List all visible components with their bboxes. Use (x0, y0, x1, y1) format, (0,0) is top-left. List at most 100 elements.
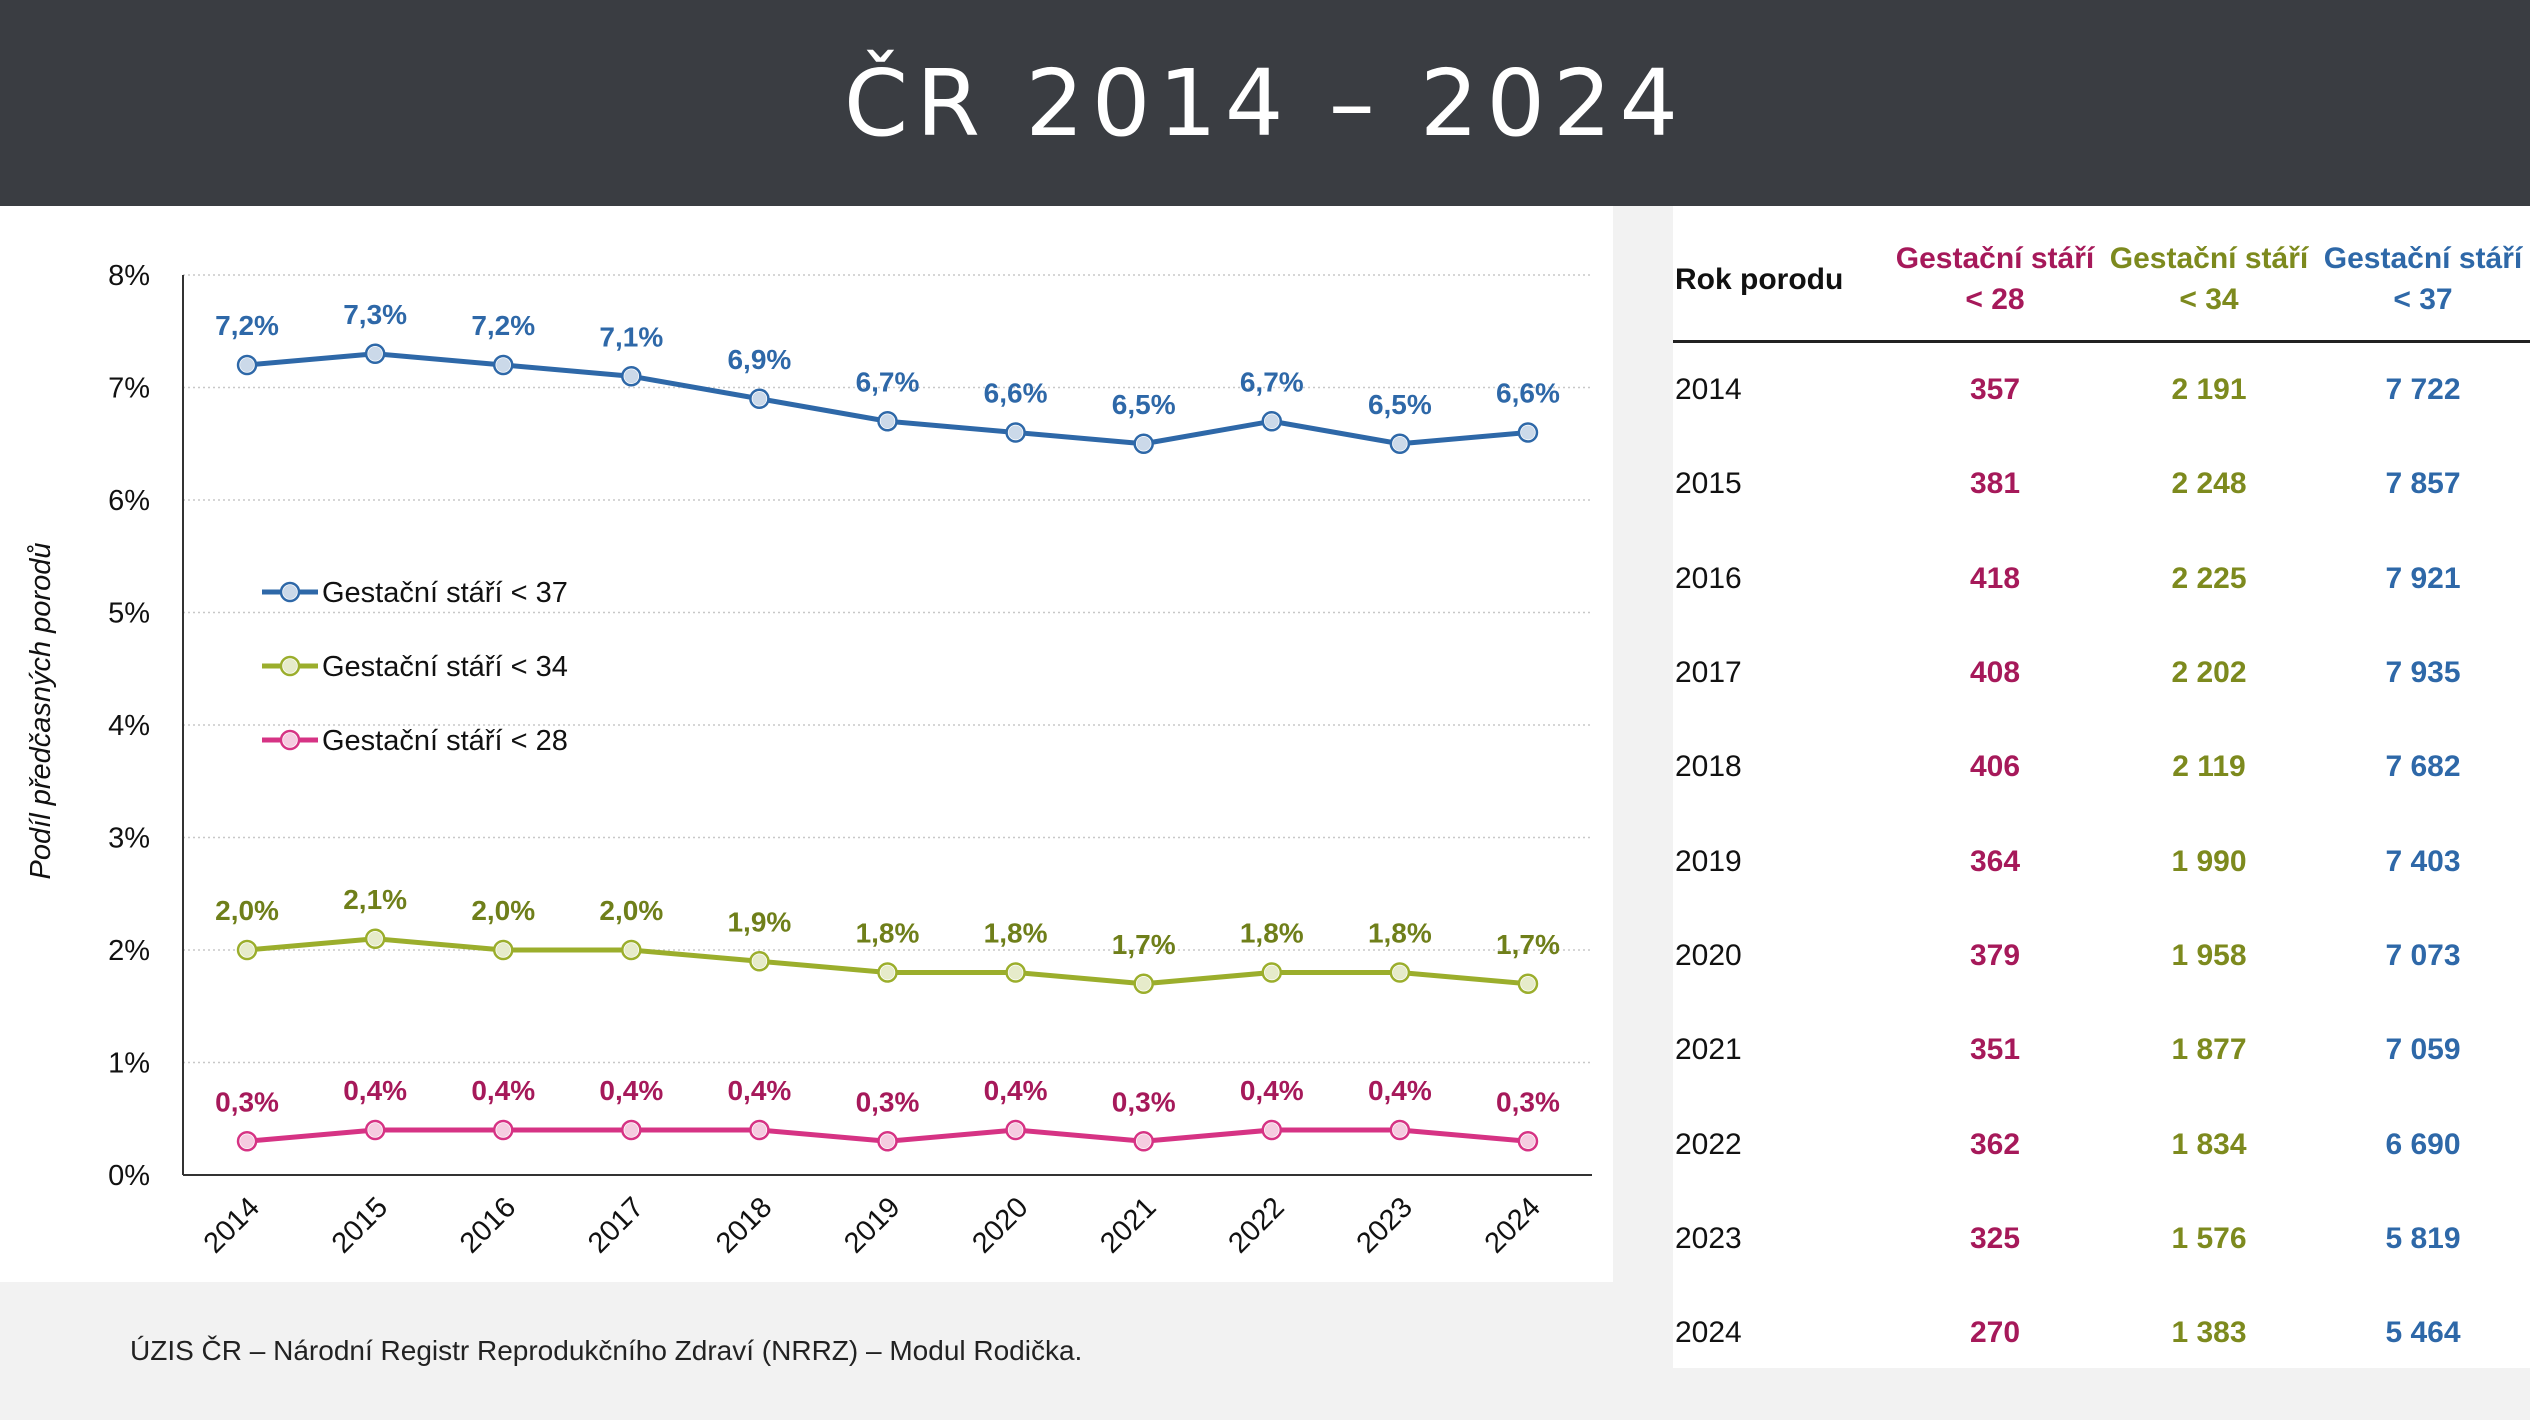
data-point-fill (624, 943, 639, 957)
cell-lt28: 418 (1969, 561, 2021, 595)
data-point-fill (880, 414, 895, 429)
table-row: 2016 418 2 225 7 921 (1673, 532, 2530, 626)
legend-label: Gestační stáří < 34 (322, 651, 568, 683)
page-title: ČR 2014 – 2024 (843, 49, 1687, 157)
data-point (1133, 1131, 1154, 1152)
header-lt28-line2: < 28 (1965, 283, 2025, 316)
data-label: 2,0% (215, 895, 279, 926)
legend-swatch-fill (283, 733, 297, 747)
legend-swatch-marker (279, 729, 301, 751)
cell-lt37: 7 921 (2385, 561, 2461, 595)
legend-swatch-fill (283, 659, 297, 673)
series-lt34: 2,0% 2,1% 2,0% 2,0% 1,9% 1,8% 1,8% 1,7% 1,8% 1,8%… (215, 884, 1560, 994)
header-lt28: Gestační stáří < 28 (1888, 224, 2102, 343)
cell-lt37: 7 059 (2385, 1033, 2461, 1067)
data-point (492, 1119, 514, 1141)
data-point (1005, 962, 1026, 983)
data-point-fill (368, 1123, 383, 1137)
table-row: 2022 362 1 834 6 690 (1673, 1097, 2530, 1191)
data-point (364, 343, 386, 364)
legend-swatch-marker (279, 581, 301, 603)
data-point (1517, 1131, 1539, 1152)
data-point-fill (1392, 965, 1407, 980)
cell-lt28: 379 (1969, 938, 2021, 972)
data-label: 1,7% (1496, 929, 1560, 960)
data-point (236, 1131, 258, 1152)
data-point-fill (880, 1134, 895, 1149)
cell-lt37: 7 935 (2385, 656, 2461, 690)
cell-year: 2022 (1675, 1127, 1742, 1161)
table-row: 2015 381 2 248 7 857 (1673, 437, 2530, 531)
data-label: 6,6% (984, 378, 1048, 409)
table-row: 2018 406 2 119 7 682 (1673, 720, 2530, 814)
data-point (1133, 973, 1154, 994)
births-table: Rok porodu Gestační stáří < 28 Gestační … (1673, 224, 2530, 1380)
cell-lt34: 1 383 (2171, 1316, 2247, 1350)
data-point-fill (496, 943, 511, 957)
y-tick-label: 5% (108, 598, 150, 630)
data-point-fill (1520, 1134, 1535, 1149)
cell-year: 2015 (1675, 467, 1742, 501)
data-label: 0,3% (856, 1086, 920, 1117)
cell-lt34: 2 191 (2171, 373, 2247, 407)
data-point-fill (1392, 436, 1407, 451)
data-point (877, 411, 898, 432)
data-point (877, 1131, 898, 1152)
line-chart: 0% 1% 2% 3% 4% 5% 6% 7% 8% 2014 2015 2016 2017 2018 20… (25, 260, 1592, 1260)
data-label: 0,3% (1112, 1086, 1176, 1117)
data-point (1389, 1119, 1411, 1141)
data-label: 1,8% (1368, 918, 1432, 949)
cell-lt28: 351 (1969, 1033, 2021, 1067)
y-axis-label: Podíl předčasných porodů (25, 543, 57, 880)
data-label: 7,1% (599, 321, 663, 352)
header-lt34: Gestační stáří < 34 (2102, 224, 2316, 343)
data-point (749, 388, 770, 409)
data-point-fill (1008, 425, 1023, 440)
y-tick-label: 1% (108, 1048, 150, 1080)
cell-year: 2016 (1675, 561, 1742, 595)
data-point (621, 939, 642, 961)
legend-item-lt28: Gestační stáří < 28 (262, 725, 568, 757)
y-tick-label: 2% (108, 935, 150, 967)
data-point (364, 928, 386, 949)
cell-year: 2014 (1675, 373, 1742, 407)
y-tick-label: 8% (108, 260, 150, 292)
x-tick-label: 2018 (710, 1191, 778, 1259)
data-point (1261, 1119, 1283, 1141)
cell-lt28: 408 (1969, 656, 2021, 690)
data-point (1517, 422, 1539, 443)
cell-lt34: 1 576 (2171, 1221, 2247, 1255)
cell-lt34: 2 248 (2171, 467, 2247, 501)
data-point (1389, 962, 1411, 983)
cell-lt28: 364 (1969, 844, 2021, 878)
data-point-fill (1136, 976, 1151, 991)
data-label: 6,9% (727, 344, 791, 375)
data-point-fill (1520, 425, 1535, 440)
table-row: 2020 379 1 958 7 073 (1673, 909, 2530, 1003)
data-label: 6,6% (1496, 378, 1560, 409)
cell-lt34: 1 990 (2171, 844, 2247, 878)
data-point-fill (1264, 1123, 1279, 1137)
data-point-fill (368, 931, 383, 946)
data-table-panel: Rok porodu Gestační stáří < 28 Gestační … (1673, 206, 2530, 1368)
data-point-fill (752, 954, 767, 969)
data-point-fill (368, 346, 383, 361)
data-point-fill (1136, 1134, 1151, 1149)
cell-lt28: 357 (1969, 373, 2021, 407)
x-tick-label: 2014 (198, 1191, 266, 1259)
table-header-row: Rok porodu Gestační stáří < 28 Gestační … (1673, 224, 2530, 343)
data-label: 6,5% (1368, 389, 1432, 420)
cell-lt34: 2 119 (2172, 750, 2246, 784)
x-tick-label: 2016 (454, 1191, 522, 1259)
cell-year: 2018 (1675, 750, 1742, 784)
source-note: ÚZIS ČR – Národní Registr Reprodukčního … (130, 1335, 1083, 1366)
x-tick-label: 2015 (326, 1191, 394, 1259)
header-lt34-line1: Gestační stáří (2109, 242, 2309, 275)
data-label: 6,5% (1112, 389, 1176, 420)
data-label: 0,4% (984, 1075, 1048, 1106)
cell-lt37: 7 403 (2385, 844, 2461, 878)
data-point-fill (240, 943, 255, 957)
data-label: 0,4% (471, 1075, 535, 1106)
legend-item-lt34: Gestační stáří < 34 (262, 651, 568, 683)
data-point-fill (1392, 1123, 1407, 1137)
